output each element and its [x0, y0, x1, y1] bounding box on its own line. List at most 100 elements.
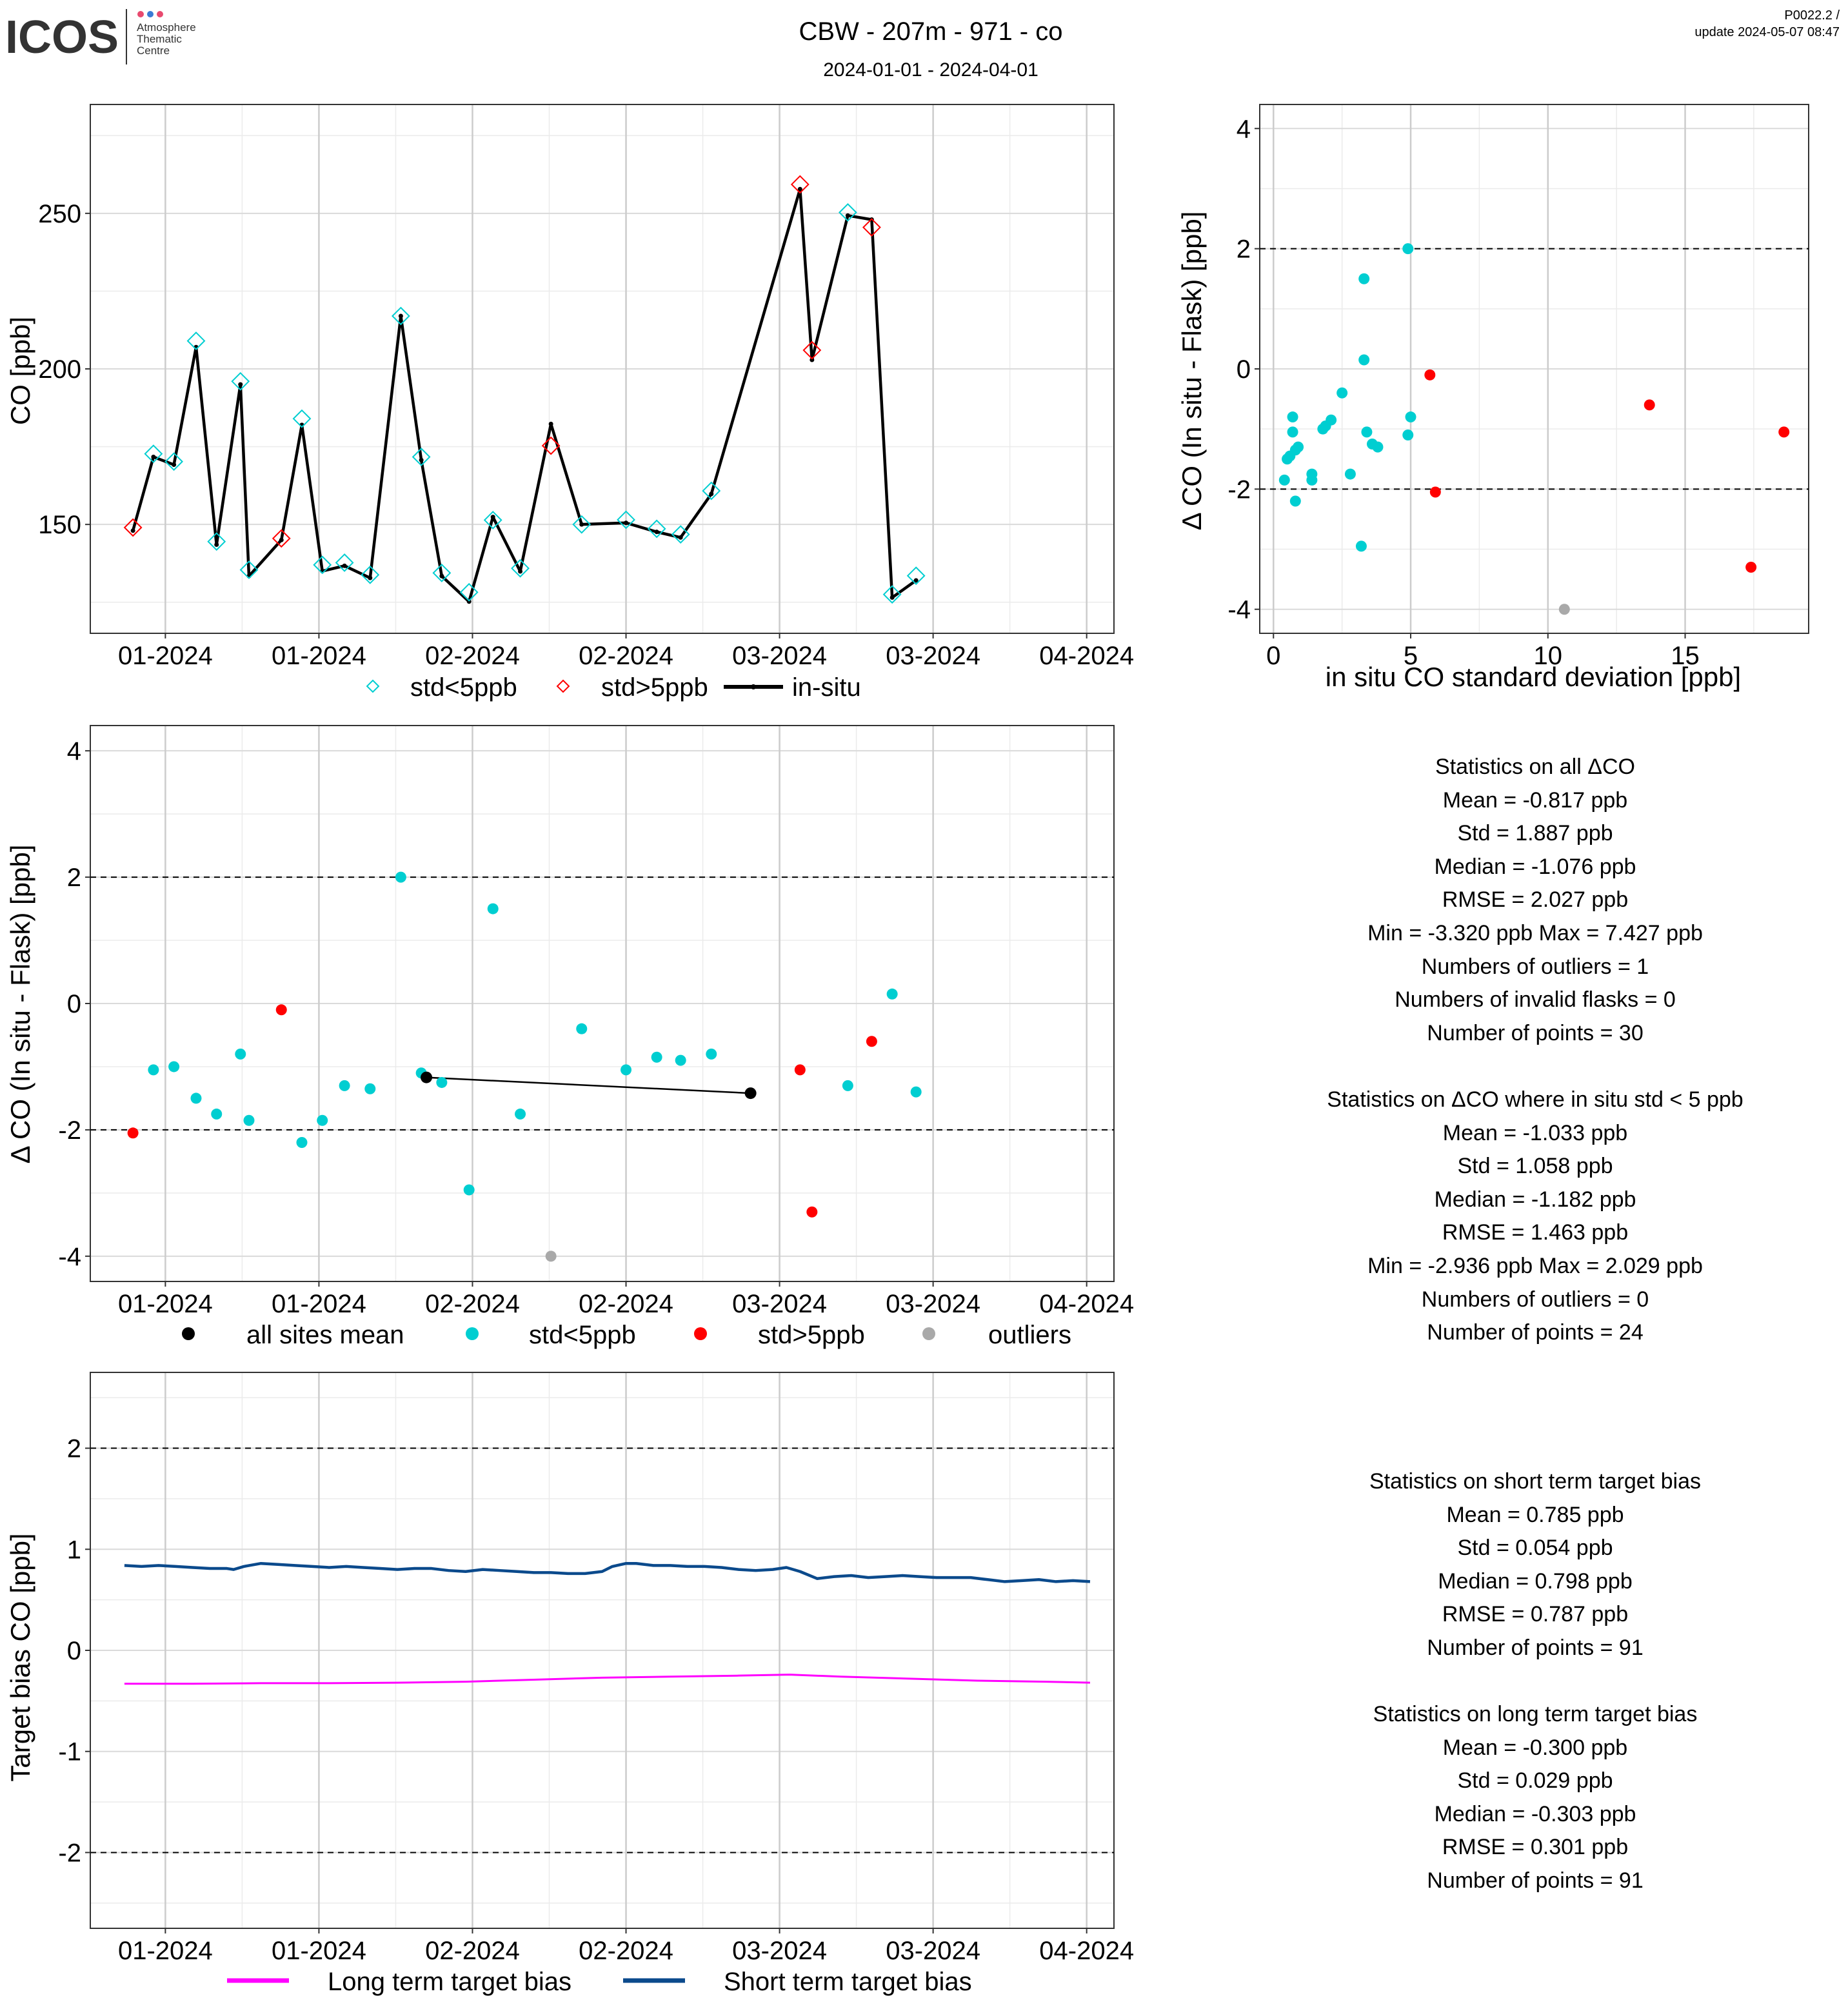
delta-point-low-std: [621, 1064, 632, 1076]
y-tick-label: 150: [38, 511, 81, 539]
version-label: P0022.2 /: [1784, 8, 1840, 23]
scatter-point-low-std: [1405, 411, 1416, 423]
in-situ-point: [518, 569, 523, 574]
x-tick-label: 03-2024: [732, 642, 827, 670]
delta-point-low-std: [339, 1080, 350, 1091]
delta-point-low-std: [168, 1061, 180, 1073]
delta-point-low-std: [395, 871, 406, 883]
in-situ-point: [709, 491, 714, 497]
in-situ-point: [579, 522, 584, 527]
x-tick-label: 01-2024: [118, 642, 213, 670]
x-tick-label: 01-2024: [272, 1937, 366, 1965]
y-tick-label: 4: [67, 737, 81, 766]
y-tick-label: 1: [67, 1536, 81, 1564]
in-situ-point: [130, 528, 135, 533]
stats-long-term-block: Statistics on long term target bias Mean…: [1226, 1698, 1845, 1898]
stats-line: Min = -3.320 ppb Max = 7.427 ppb: [1367, 920, 1703, 945]
in-situ-point: [439, 573, 444, 578]
page-subtitle: 2024-01-01 - 2024-04-01: [823, 59, 1038, 81]
y-tick-label: 250: [38, 200, 81, 228]
flask-point-low-std: [671, 525, 690, 544]
flask-point-low-std: [838, 203, 857, 222]
scatter-point-low-std: [1326, 414, 1337, 426]
legend-line-icon: [751, 684, 756, 689]
x-tick-label: 03-2024: [732, 1290, 827, 1318]
stats-line: Statistics on all ΔCO: [1435, 755, 1635, 779]
delta-point-high-std: [806, 1206, 818, 1218]
flask-point-low-std: [391, 306, 410, 326]
stats-line: Mean = -1.033 ppb: [1442, 1120, 1628, 1145]
legend-diamond-red-icon: [556, 679, 570, 693]
y-tick-label: 0: [1237, 355, 1251, 384]
in-situ-point: [398, 313, 403, 319]
flask-point-low-std: [459, 582, 479, 602]
stats-line: Median = -1.182 ppb: [1434, 1187, 1636, 1212]
stats-line: Median = -0.303 ppb: [1434, 1801, 1636, 1826]
scatter-point-low-std: [1344, 468, 1356, 480]
flask-point-low-std: [702, 481, 721, 500]
flask-point-low-std: [335, 553, 354, 572]
x-tick-label: 02-2024: [425, 1290, 520, 1318]
delta-point-low-std: [706, 1048, 717, 1060]
delta-point-low-std: [243, 1114, 255, 1126]
x-tick-label: 02-2024: [579, 1290, 673, 1318]
delta-point-low-std: [190, 1092, 202, 1104]
stats-line: RMSE = 0.301 ppb: [1442, 1835, 1629, 1860]
flask-point-low-std: [906, 566, 926, 586]
scatter-point-low-std: [1361, 426, 1373, 438]
delta-point-outlier: [545, 1251, 557, 1262]
delta-legend: all sites mean std<5ppb std>5ppb outlier…: [182, 1321, 1071, 1349]
in-situ-point: [342, 563, 347, 568]
y-tick-label: -1: [58, 1738, 81, 1766]
y-tick-label: 0: [67, 1637, 81, 1665]
in-situ-point: [548, 421, 553, 426]
legend-label: all sites mean: [246, 1321, 404, 1349]
scatter-point-low-std: [1358, 273, 1370, 284]
logo-sub-3: Centre: [137, 44, 170, 57]
page-title: CBW - 207m - 971 - co: [799, 17, 1062, 46]
in-situ-point: [214, 542, 219, 548]
logo-dot-icon: [147, 11, 154, 17]
delta-timeseries-panel: -4 -2 0 2 4 01-2024 01-2024 02-2024 02-2024 03-20…: [58, 725, 1134, 1318]
flask-point-high-std: [123, 518, 143, 537]
x-tick-label: 01-2024: [118, 1290, 213, 1318]
stats-line: Statistics on long term target bias: [1373, 1702, 1698, 1726]
flask-point-low-std: [186, 331, 206, 351]
delta-point-low-std: [910, 1086, 922, 1098]
delta-point-low-std: [463, 1184, 475, 1196]
flask-point-low-std: [617, 510, 635, 529]
flask-point-high-std: [790, 175, 810, 194]
y-tick-label: 0: [67, 990, 81, 1018]
stats-line: Median = 0.798 ppb: [1438, 1568, 1633, 1594]
logo-sub-2: Thematic: [137, 33, 182, 45]
delta-point-low-std: [211, 1108, 223, 1120]
stats-line: Std = 0.029 ppb: [1457, 1768, 1613, 1794]
stats-line: Number of points = 30: [1427, 1020, 1644, 1045]
logo-sub-1: Atmosphere: [137, 21, 196, 34]
in-situ-point: [624, 520, 629, 526]
stats-line: Std = 0.054 ppb: [1457, 1536, 1613, 1561]
flask-point-low-std: [511, 559, 530, 578]
legend-label: in-situ: [792, 673, 861, 702]
stats-all-block: Statistics on all ΔCO Mean = -0.817 ppb …: [1226, 751, 1845, 1050]
scatter-point-low-std: [1293, 441, 1304, 453]
scatter-point-low-std: [1289, 495, 1301, 507]
delta-point-low-std: [487, 903, 499, 915]
ts-legend: std<5ppb std>5ppb in-situ: [366, 673, 861, 702]
in-situ-point: [845, 213, 850, 218]
flask-point-low-std: [361, 565, 380, 584]
in-situ-point: [490, 515, 495, 520]
all-sites-mean-point: [744, 1087, 757, 1100]
y-tick-label: -4: [58, 1243, 81, 1271]
in-situ-point: [797, 186, 802, 192]
in-situ-point: [913, 578, 919, 583]
y-tick-label: -2: [1227, 475, 1251, 504]
scatter-point-low-std: [1355, 540, 1367, 552]
flask-point-low-std: [239, 560, 259, 580]
in-situ-point: [419, 457, 424, 462]
scatter-point-low-std: [1402, 243, 1414, 255]
x-tick-label: 03-2024: [886, 1290, 980, 1318]
short-term-bias-line: [124, 1561, 1091, 1583]
stats-filtered-block: Statistics on ΔCO where in situ std < 5 …: [1226, 1083, 1845, 1350]
y-tick-label: -2: [58, 1839, 81, 1867]
